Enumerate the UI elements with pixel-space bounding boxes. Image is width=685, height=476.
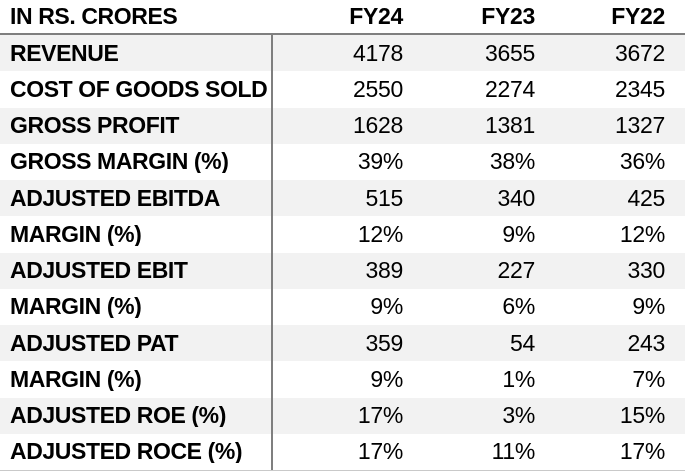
row-label: COST OF GOODS SOLD [10,77,268,101]
cell-value: 9% [370,295,403,319]
cell-value: 6% [502,295,535,319]
table-row: REVENUE 4178 3655 3672 [0,35,685,72]
row-label: ADJUSTED EBITDA [10,186,220,210]
cell-value: 2345 [615,77,665,101]
table-row: ADJUSTED ROE (%) 17% 3% 15% [0,397,685,434]
cell-value: 9% [632,295,665,319]
table-row: GROSS MARGIN (%) 39% 38% 36% [0,144,685,180]
cell-value: 12% [619,222,665,246]
table-row: ADJUSTED EBITDA 515 340 425 [0,180,685,217]
cell-value: 4178 [353,41,403,65]
row-label: MARGIN (%) [10,295,142,319]
cell-value: 2550 [353,77,403,101]
cell-value: 2274 [485,77,535,101]
table-row: MARGIN (%) 9% 6% 9% [0,289,685,325]
cell-value: 389 [365,259,404,283]
cell-value: 15% [619,404,665,428]
row-label: ADJUSTED ROCE (%) [10,440,243,464]
column-header-fy23: FY23 [481,5,535,28]
row-label: GROSS MARGIN (%) [10,150,229,174]
cell-value: 3655 [485,41,535,65]
table-row: ADJUSTED EBIT 389 227 330 [0,252,685,289]
table-row: ADJUSTED PAT 359 54 243 [0,325,685,362]
cell-value: 3% [502,404,535,428]
cell-value: 17% [357,404,403,428]
cell-value: 425 [627,186,666,210]
cell-value: 515 [365,186,404,210]
cell-value: 9% [370,367,403,391]
row-label: MARGIN (%) [10,367,142,391]
row-label: GROSS PROFIT [10,114,179,138]
cell-value: 54 [510,331,535,355]
cell-value: 17% [357,440,403,464]
cell-value: 17% [619,440,665,464]
row-label: REVENUE [10,41,119,65]
table-row: MARGIN (%) 9% 1% 7% [0,361,685,397]
cell-value: 7% [632,367,665,391]
cell-value: 243 [627,331,666,355]
cell-value: 1327 [615,114,665,138]
column-header-fy24: FY24 [349,5,403,28]
table-row: MARGIN (%) 12% 9% 12% [0,216,685,252]
cell-value: 36% [619,150,665,174]
cell-value: 12% [357,222,403,246]
cell-value: 330 [627,259,666,283]
table-row: COST OF GOODS SOLD 2550 2274 2345 [0,71,685,107]
cell-value: 9% [502,222,535,246]
table-header-row: IN RS. CRORES FY24 FY23 FY22 [0,0,685,35]
row-label: ADJUSTED ROE (%) [10,404,226,428]
cell-value: 39% [357,150,403,174]
table-row: GROSS PROFIT 1628 1381 1327 [0,107,685,144]
row-label: ADJUSTED EBIT [10,259,188,283]
cell-value: 227 [497,259,536,283]
cell-value: 3672 [615,41,665,65]
cell-value: 1628 [353,114,403,138]
cell-value: 1% [502,367,535,391]
column-header-fy22: FY22 [611,5,665,28]
table-body: REVENUE 4178 3655 3672 COST OF GOODS SOL… [0,35,685,471]
table-row: ADJUSTED ROCE (%) 17% 11% 17% [0,434,685,470]
row-label: ADJUSTED PAT [10,331,179,355]
row-label: MARGIN (%) [10,222,142,246]
cell-value: 359 [365,331,404,355]
cell-value: 340 [497,186,536,210]
cell-value: 1381 [485,114,535,138]
column-divider-line [271,35,273,470]
cell-value: 38% [489,150,535,174]
table-title: IN RS. CRORES [10,5,178,28]
cell-value: 11% [491,440,536,464]
